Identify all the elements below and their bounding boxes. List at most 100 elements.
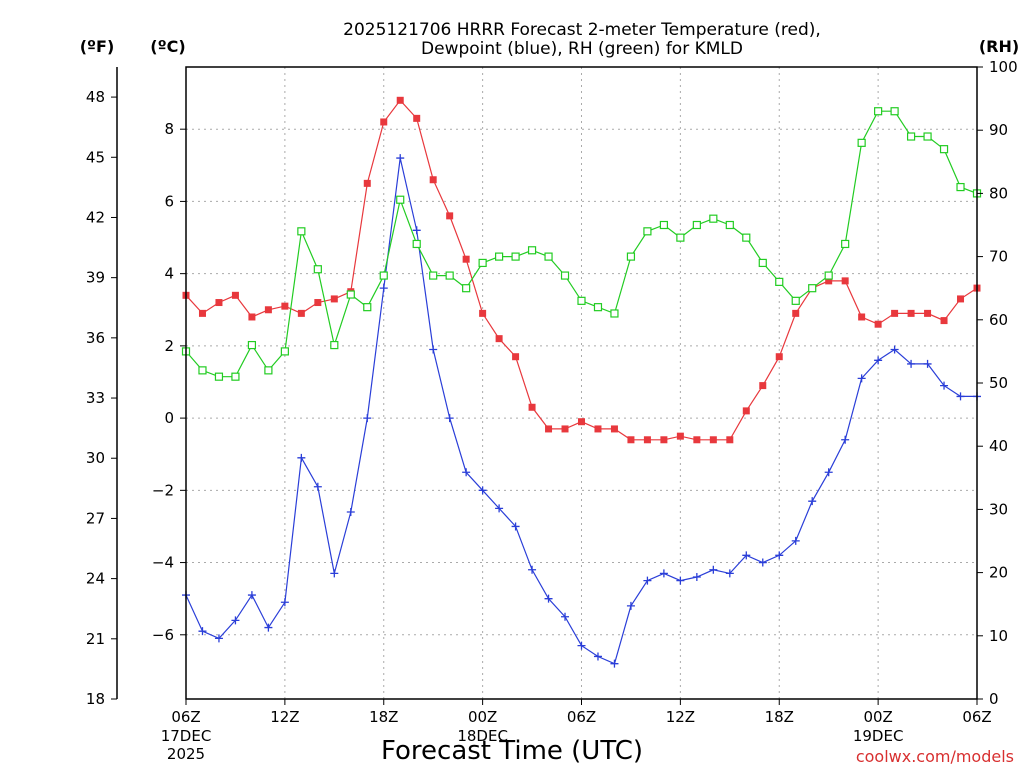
- 2-meter-temperature-point: [297, 309, 305, 317]
- dewpoint-point: [940, 381, 949, 390]
- dewpoint-point: [313, 482, 322, 491]
- rh-tick-label: 70: [989, 248, 1008, 266]
- dewpoint-point: [956, 392, 965, 401]
- dewpoint-point: [676, 576, 685, 585]
- 2-meter-temperature-point: [709, 436, 717, 444]
- fahrenheit-tick-label: 18: [86, 690, 105, 708]
- rh-point: [577, 296, 586, 305]
- rh-point: [775, 277, 784, 286]
- chart-title-line1: 2025121706 HRRR Forecast 2-meter Tempera…: [343, 20, 821, 40]
- celsius-tick-label: −4: [152, 554, 174, 572]
- rh-point: [890, 107, 899, 116]
- rh-point: [247, 340, 257, 350]
- fahrenheit-tick-label: 48: [86, 88, 105, 106]
- dewpoint-point: [264, 623, 273, 632]
- dewpoint-point: [247, 591, 256, 600]
- x-tick-label: 00Z: [468, 708, 497, 726]
- 2-meter-temperature-point: [215, 299, 223, 307]
- dewpoint-point: [214, 634, 223, 643]
- 2-meter-temperature-point: [775, 353, 783, 361]
- fahrenheit-tick-label: 39: [86, 269, 105, 287]
- rh-point: [412, 239, 421, 249]
- 2-meter-temperature-point: [676, 432, 684, 440]
- 2-meter-temperature-point: [446, 212, 454, 220]
- dewpoint-point: [643, 576, 652, 585]
- dewpoint-point: [297, 453, 306, 462]
- rh-point: [857, 138, 866, 147]
- x-date-label: 17DEC: [161, 727, 212, 745]
- rh-point: [511, 252, 520, 261]
- 2-meter-temperature-point: [907, 309, 915, 317]
- dewpoint-point: [577, 641, 586, 650]
- 2-meter-temperature-point: [874, 320, 882, 328]
- dewpoint-point: [396, 154, 405, 163]
- x-tick-label: 12Z: [666, 708, 695, 726]
- rh-point: [363, 303, 372, 312]
- rh-point: [906, 132, 916, 141]
- 2-meter-temperature-point: [759, 382, 767, 390]
- 2-meter-temperature-point: [429, 176, 437, 184]
- rh-point: [297, 227, 306, 236]
- dewpoint-point: [346, 508, 355, 516]
- rh-point: [313, 265, 322, 274]
- x-tick-label: 18Z: [369, 708, 398, 726]
- dewpoint-point: [445, 414, 454, 423]
- rh-tick-label: 0: [989, 690, 999, 708]
- rh-point: [626, 252, 636, 261]
- dewpoint-point: [890, 345, 899, 354]
- dewpoint-point: [511, 522, 520, 531]
- x-tick-label: 06Z: [567, 708, 596, 726]
- 2-meter-temperature-point: [792, 309, 800, 317]
- 2-meter-temperature-point: [198, 309, 206, 317]
- 2-meter-temperature-point: [957, 295, 965, 303]
- 2-meter-temperature-point: [479, 309, 487, 317]
- celsius-tick-label: −6: [152, 626, 174, 644]
- dewpoint-point: [363, 414, 372, 423]
- rh-point: [462, 284, 471, 293]
- 2-meter-temperature-point: [924, 309, 932, 317]
- rh-point: [379, 271, 388, 280]
- fahrenheit-tick-label: 24: [86, 570, 105, 588]
- rh-point: [841, 239, 850, 249]
- dewpoint-point: [659, 569, 668, 578]
- 2-meter-temperature-point: [841, 277, 849, 285]
- dewpoint-point: [709, 565, 718, 574]
- rh-point: [923, 132, 932, 141]
- rh-point: [808, 284, 817, 293]
- x-tick-label: 06Z: [962, 708, 991, 726]
- dewpoint-point: [610, 659, 619, 668]
- rh-tick-label: 100: [989, 58, 1018, 76]
- 2-meter-temperature-point: [363, 179, 371, 187]
- 2-meter-temperature-point: [314, 299, 322, 307]
- dewpoint-point: [462, 468, 471, 477]
- 2-meter-temperature-point: [512, 353, 520, 361]
- dewpoint-point: [528, 565, 537, 574]
- dewpoint-point: [692, 573, 701, 582]
- rh-point: [429, 271, 438, 280]
- dewpoint-point: [791, 536, 800, 545]
- dewpoint-point: [923, 359, 932, 368]
- rh-unit-label: (RH): [979, 37, 1019, 56]
- 2-meter-temperature-point: [330, 295, 338, 303]
- 2-meter-temperature-point: [742, 407, 750, 415]
- rh-tick-label: 20: [989, 564, 1008, 582]
- rh-point: [478, 258, 487, 268]
- rh-point: [956, 182, 965, 192]
- 2-meter-temperature-point: [462, 255, 470, 263]
- fahrenheit-tick-label: 36: [86, 329, 105, 347]
- rh-tick-label: 90: [989, 121, 1008, 139]
- dewpoint-point: [626, 601, 635, 610]
- dewpoint-point: [841, 435, 850, 444]
- 2-meter-temperature-point: [396, 96, 404, 104]
- rh-point: [560, 271, 570, 280]
- rh-tick-label: 60: [989, 311, 1008, 329]
- dewpoint-point: [412, 226, 421, 235]
- 2-meter-temperature-point: [693, 436, 701, 444]
- 2-meter-temperature-point: [594, 425, 602, 433]
- dewpoint-series: [182, 154, 981, 668]
- 2-meter-temperature-point: [231, 291, 239, 299]
- 2-meter-temperature-point: [660, 436, 668, 444]
- dewpoint-point: [725, 569, 734, 578]
- 2-meter-temperature-point: [726, 436, 734, 444]
